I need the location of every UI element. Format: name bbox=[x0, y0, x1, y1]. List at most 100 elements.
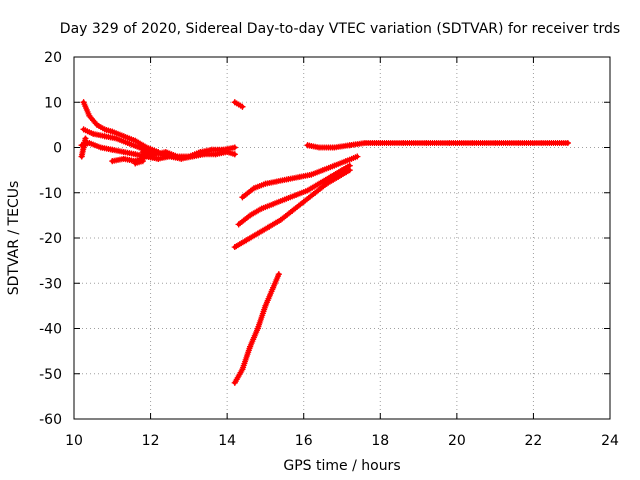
data-point bbox=[243, 237, 250, 244]
y-tick-label: -60 bbox=[39, 412, 62, 428]
x-tick-label: 24 bbox=[601, 433, 619, 449]
data-point bbox=[423, 139, 430, 146]
data-point bbox=[132, 160, 139, 167]
data-point bbox=[235, 101, 242, 108]
data-point bbox=[139, 158, 146, 165]
series-arc-rise-2 bbox=[235, 162, 353, 228]
data-point bbox=[80, 144, 87, 151]
series-arc-early-stub bbox=[78, 135, 89, 160]
ticks-layer: 10 12 14 16 18 20 22 24 -60 -50 -40 -30 -20 -10 0 10 20 bbox=[39, 50, 619, 449]
data-point bbox=[273, 178, 280, 185]
data-point bbox=[80, 126, 87, 133]
data-point bbox=[361, 139, 368, 146]
data-point bbox=[354, 153, 361, 160]
data-point bbox=[304, 187, 311, 194]
data-point bbox=[293, 192, 300, 199]
data-point bbox=[109, 128, 116, 135]
data-point bbox=[308, 171, 315, 178]
data-point bbox=[231, 244, 238, 251]
series-arc-mid-band-c bbox=[132, 158, 146, 167]
data-point bbox=[80, 99, 87, 106]
data-point bbox=[254, 230, 261, 237]
data-point bbox=[316, 144, 323, 151]
data-point bbox=[109, 146, 116, 153]
data-point bbox=[90, 130, 97, 137]
x-tick-label: 18 bbox=[371, 433, 389, 449]
y-axis-label: SDTVAR / TECUs bbox=[6, 181, 22, 296]
y-tick-label: -30 bbox=[39, 276, 62, 292]
data-point bbox=[275, 271, 282, 278]
data-point bbox=[331, 144, 338, 151]
data-point bbox=[162, 149, 169, 156]
data-point bbox=[342, 158, 349, 165]
data-point bbox=[120, 149, 127, 156]
data-point bbox=[304, 142, 311, 149]
data-point bbox=[323, 180, 330, 187]
y-tick-label: -10 bbox=[39, 186, 62, 202]
data-point bbox=[377, 139, 384, 146]
data-point bbox=[262, 180, 269, 187]
data-point bbox=[231, 379, 238, 386]
data-point bbox=[113, 135, 120, 142]
data-point bbox=[266, 223, 273, 230]
data-point bbox=[277, 216, 284, 223]
data-point bbox=[258, 205, 265, 212]
data-point bbox=[492, 139, 499, 146]
data-point bbox=[316, 180, 323, 187]
data-point bbox=[469, 139, 476, 146]
x-tick-label: 22 bbox=[525, 433, 543, 449]
x-tick-label: 20 bbox=[448, 433, 466, 449]
series-arc-short-high bbox=[231, 99, 246, 110]
data-point bbox=[289, 207, 296, 214]
y-tick-label: 0 bbox=[53, 141, 62, 157]
y-tick-label: 20 bbox=[44, 50, 62, 66]
series-arc-late-flat bbox=[304, 139, 571, 151]
data-point bbox=[231, 99, 238, 106]
series-arc-steep bbox=[231, 271, 282, 386]
data-point bbox=[132, 137, 139, 144]
x-tick-label: 14 bbox=[218, 433, 236, 449]
data-point bbox=[235, 221, 242, 228]
data-point bbox=[346, 167, 353, 174]
data-point bbox=[208, 146, 215, 153]
data-point bbox=[335, 173, 342, 180]
data-point bbox=[151, 151, 158, 158]
data-point bbox=[136, 144, 143, 151]
data-point bbox=[220, 146, 227, 153]
data-point bbox=[239, 366, 246, 373]
data-point bbox=[93, 121, 100, 128]
data-point bbox=[515, 139, 522, 146]
data-point bbox=[124, 139, 131, 146]
data-point bbox=[285, 176, 292, 183]
x-tick-label: 12 bbox=[142, 433, 160, 449]
data-point bbox=[82, 135, 89, 142]
data-point bbox=[86, 112, 93, 119]
y-tick-label: -20 bbox=[39, 231, 62, 247]
data-point bbox=[132, 151, 139, 158]
data-point bbox=[270, 201, 277, 208]
data-point bbox=[231, 144, 238, 151]
data-point bbox=[101, 133, 108, 140]
data-point bbox=[312, 189, 319, 196]
y-tick-label: 10 bbox=[44, 95, 62, 111]
data-point bbox=[247, 212, 254, 219]
data-point bbox=[250, 185, 257, 192]
y-tick-label: -40 bbox=[39, 322, 62, 338]
data-point bbox=[78, 153, 85, 160]
data-point bbox=[155, 155, 162, 162]
data-point bbox=[109, 158, 116, 165]
data-point bbox=[139, 149, 146, 156]
data-layer bbox=[78, 99, 571, 386]
data-point bbox=[281, 196, 288, 203]
data-point bbox=[239, 103, 246, 110]
data-point bbox=[101, 126, 108, 133]
series-arc-rise-3 bbox=[231, 167, 353, 251]
data-point bbox=[120, 133, 127, 140]
x-tick-label: 10 bbox=[65, 433, 83, 449]
data-point bbox=[239, 194, 246, 201]
data-point bbox=[254, 325, 261, 332]
data-point bbox=[296, 173, 303, 180]
data-point bbox=[346, 142, 353, 149]
chart-title: Day 329 of 2020, Sidereal Day-to-day VTE… bbox=[60, 21, 620, 37]
data-point bbox=[262, 302, 269, 309]
